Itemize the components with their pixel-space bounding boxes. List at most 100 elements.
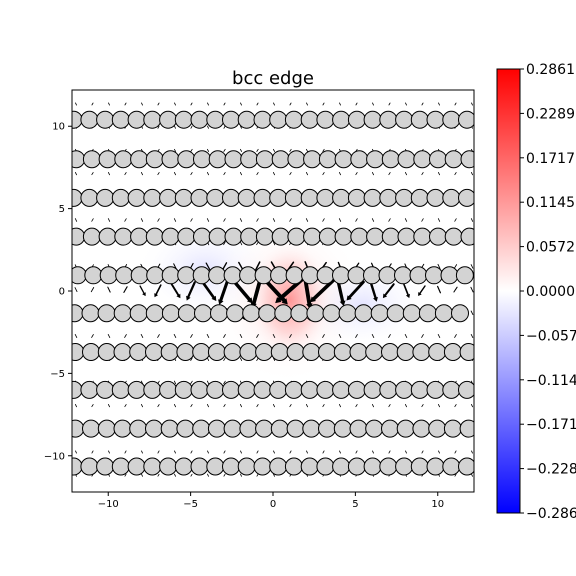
atom [413,150,432,169]
displacement-arrow [384,283,395,297]
atom [255,150,274,169]
atom [366,227,385,246]
displacement-arrow [207,473,209,477]
atom [145,343,163,361]
displacement-arrow [223,148,226,152]
atom [286,419,305,438]
displacement-arrow [404,333,408,339]
displacement-arrow [206,171,210,176]
atom [72,380,83,399]
atom [395,380,414,399]
atom [426,110,445,129]
displacement-arrow [173,333,177,339]
displacement-arrow [173,403,177,408]
atom [159,188,178,207]
atom [82,343,100,361]
atom [145,150,164,169]
displacement-arrow [91,450,94,454]
atom [290,304,309,323]
displacement-arrow [256,102,259,106]
atom [334,150,353,169]
atom [381,150,400,169]
displacement-arrow [322,102,325,106]
atom [253,188,272,207]
atom [113,304,132,323]
atom [316,110,335,129]
displacement-arrow [190,125,193,129]
displacement-arrow [305,403,309,408]
displacement-arrow [470,171,474,176]
displacement-arrow [453,264,458,269]
atom [286,343,305,361]
displacement-arrow [405,102,407,106]
displacement-arrow [75,403,77,408]
displacement-arrow [437,218,441,222]
atom [451,304,469,323]
atom [253,380,272,399]
displacement-arrow [91,334,94,338]
displacement-arrow [140,218,144,222]
atom [192,343,211,361]
displacement-arrow [388,102,391,106]
atom [115,266,134,285]
displacement-arrow [437,333,441,339]
atom [84,266,103,285]
atoms [72,110,474,476]
atom [224,227,243,246]
x-tick-label: −10 [98,499,119,510]
x-tick-label: 0 [270,499,276,510]
displacement-arrow [157,404,160,408]
atom [442,188,461,207]
displacement-arrow [404,403,408,408]
y-tick-label: 10 [52,122,65,133]
atom [96,457,115,476]
colorbar-tick-label: 0.0572 [526,240,575,256]
atom [302,419,321,438]
atom [190,188,209,207]
displacement-arrow [305,218,309,222]
displacement-arrow [470,286,474,293]
atom [269,188,288,207]
displacement-arrow [190,380,193,385]
displacement-arrow [140,403,144,408]
displacement-arrowhead [418,292,422,296]
displacement-arrowhead [218,299,224,305]
displacement-arrow [437,171,441,176]
displacement-arrow [240,125,242,129]
displacement-arrow [239,357,243,362]
displacement-arrow [240,102,242,106]
atom [206,110,225,129]
atom [255,343,274,361]
atom [443,343,462,361]
atom [80,457,99,476]
atom [274,304,293,323]
atom [459,419,474,438]
atom [306,304,325,323]
atom [239,343,258,361]
displacement-arrow [223,102,226,106]
displacement-arrow [141,473,143,477]
atom [460,227,474,246]
displacement-arrow [157,334,160,338]
displacement-arrow [157,102,160,106]
atom [316,188,335,207]
displacement-arrow [453,286,458,293]
displacement-arrow [207,125,209,129]
displacement-arrow [471,102,473,106]
displacement-arrow [223,473,226,477]
atom [444,150,463,169]
displacement-arrow [256,218,259,222]
displacement-arrow [289,148,292,152]
atom [210,304,228,323]
atom [72,227,86,246]
atom [396,343,415,361]
displacement-arrow [421,102,424,106]
atom [223,419,242,438]
displacement-arrow [206,403,210,408]
atom [350,150,369,169]
displacement-arrow [388,450,391,454]
atom [347,457,366,476]
displacement-arrow [256,450,259,454]
displacement-arrow [289,218,292,222]
colorbar-tick-label: −0.2861 [526,506,576,522]
